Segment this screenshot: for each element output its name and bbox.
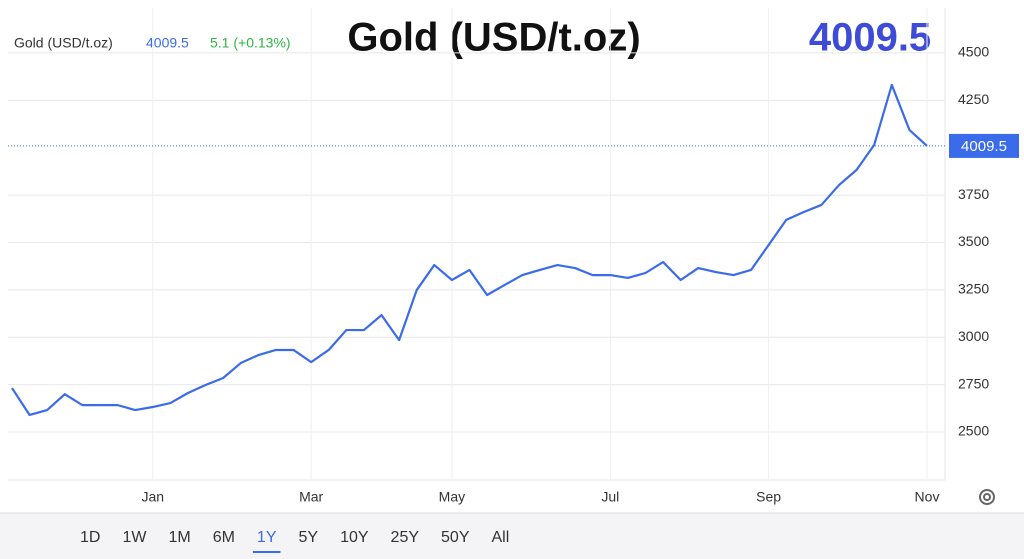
x-tick-label: Jul (601, 489, 619, 505)
x-tick-label: Nov (915, 489, 940, 505)
range-button[interactable]: 1W (122, 529, 147, 546)
legend-last: 4009.5 (146, 35, 189, 51)
x-tick-label: Jan (141, 489, 164, 505)
range-button[interactable]: 6M (213, 529, 235, 546)
last-price-box (949, 133, 1019, 158)
y-tick-label: 3500 (958, 233, 989, 249)
y-tick-label: 4500 (958, 44, 989, 60)
y-tick-label: 3250 (958, 281, 989, 297)
legend-change: 5.1 (+0.13%) (210, 35, 291, 51)
price-line (11, 83, 928, 417)
range-button[interactable]: 1D (80, 529, 100, 546)
range-button[interactable]: 1Y (257, 529, 277, 546)
y-tick-label: 2500 (958, 423, 989, 439)
range-bar (0, 513, 1024, 559)
y-tick-label: 3000 (958, 328, 989, 344)
headline-value: 4009.5 (809, 16, 931, 60)
settings-icon[interactable] (979, 489, 995, 505)
x-tick-label: Mar (299, 489, 323, 505)
range-button[interactable]: 25Y (391, 529, 420, 546)
y-tick-label: 4250 (958, 91, 989, 107)
last-price-label: 4009.5 (961, 138, 1007, 155)
legend-name: Gold (USD/t.oz) (14, 35, 113, 51)
range-button[interactable]: 5Y (299, 529, 319, 546)
range-button[interactable]: 50Y (441, 529, 470, 546)
chart-title: Gold (USD/t.oz) (347, 16, 640, 60)
x-tick-label: Sep (756, 489, 781, 505)
y-tick-label: 2750 (958, 375, 989, 391)
x-tick-label: May (439, 489, 465, 505)
range-button[interactable]: 10Y (340, 529, 369, 546)
y-tick-label: 3750 (958, 186, 989, 202)
range-button[interactable]: 1M (168, 529, 190, 546)
range-button[interactable]: All (491, 529, 509, 546)
